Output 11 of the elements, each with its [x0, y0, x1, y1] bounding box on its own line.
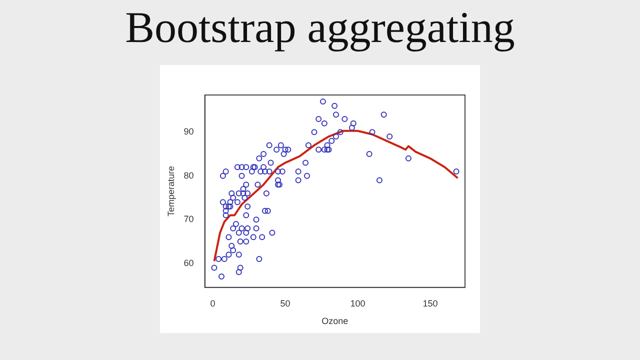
y-tick-label: 80	[184, 170, 194, 180]
x-axis-title: Ozone	[322, 316, 348, 326]
y-tick-label: 60	[184, 258, 194, 268]
y-tick-label: 90	[184, 126, 194, 137]
chart-title: Bootstrap aggregating	[124, 2, 516, 53]
y-tick-label: 70	[184, 214, 194, 224]
x-tick-label: 100	[350, 298, 366, 308]
x-tick-label: 50	[280, 298, 290, 308]
x-tick-label: 150	[422, 298, 438, 308]
x-tick-label: 0	[210, 298, 216, 308]
y-axis-title: Temperature	[166, 166, 176, 216]
